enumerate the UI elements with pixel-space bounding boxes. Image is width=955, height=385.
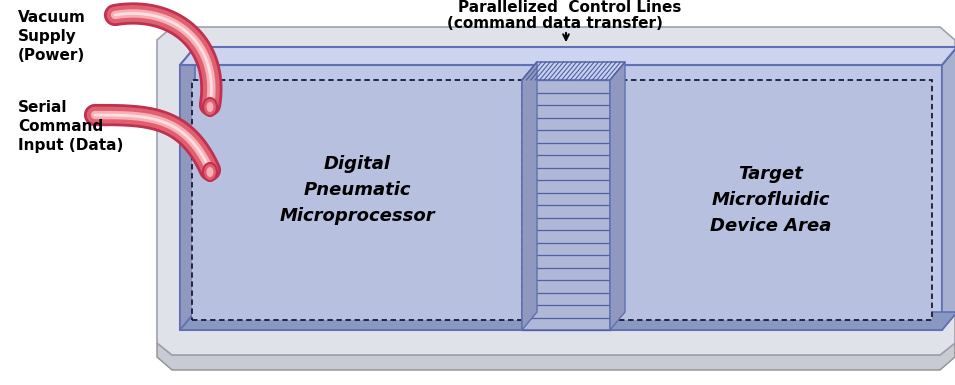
Polygon shape — [180, 47, 195, 330]
Ellipse shape — [206, 102, 214, 112]
Polygon shape — [157, 343, 955, 370]
Polygon shape — [180, 312, 955, 330]
Text: Digital
Pneumatic
Microprocessor: Digital Pneumatic Microprocessor — [279, 155, 435, 225]
Ellipse shape — [203, 163, 217, 181]
Text: (command data transfer): (command data transfer) — [447, 16, 663, 31]
Bar — [522, 80, 610, 330]
Polygon shape — [942, 47, 955, 330]
Bar — [192, 80, 522, 320]
Polygon shape — [157, 27, 955, 355]
Ellipse shape — [206, 167, 214, 177]
Polygon shape — [522, 62, 625, 80]
Polygon shape — [610, 62, 625, 330]
Ellipse shape — [203, 98, 217, 116]
Text: Vacuum
Supply
(Power): Vacuum Supply (Power) — [18, 10, 86, 64]
Text: Target
Microfluidic
Device Area: Target Microfluidic Device Area — [711, 165, 832, 235]
Polygon shape — [180, 65, 942, 330]
Polygon shape — [180, 47, 955, 65]
Text: Serial
Command
Input (Data): Serial Command Input (Data) — [18, 100, 123, 153]
Polygon shape — [522, 62, 537, 330]
Text: Parallelized  Control Lines: Parallelized Control Lines — [458, 0, 682, 15]
Bar — [610, 80, 932, 320]
